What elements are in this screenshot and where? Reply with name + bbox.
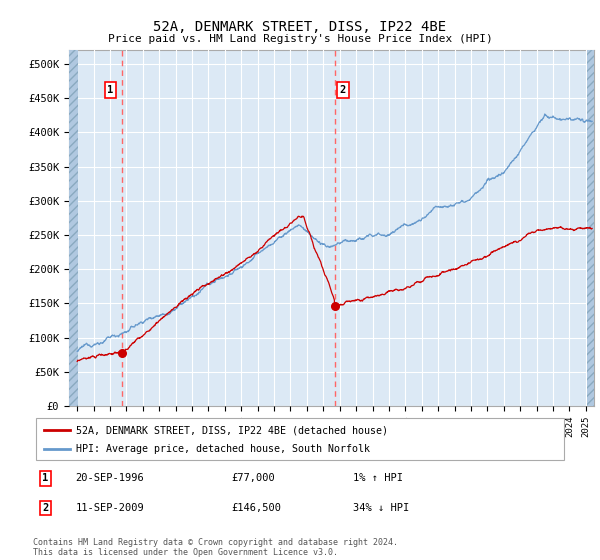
Text: 52A, DENMARK STREET, DISS, IP22 4BE: 52A, DENMARK STREET, DISS, IP22 4BE (154, 20, 446, 34)
Bar (69, 50, 78, 406)
Text: 20-SEP-1996: 20-SEP-1996 (76, 473, 145, 483)
Text: 2: 2 (340, 85, 346, 95)
Text: 2: 2 (43, 503, 49, 513)
Text: 1: 1 (107, 85, 113, 95)
Text: 34% ↓ HPI: 34% ↓ HPI (353, 503, 409, 513)
Text: £77,000: £77,000 (232, 473, 275, 483)
Text: This data is licensed under the Open Government Licence v3.0.: This data is licensed under the Open Gov… (33, 548, 338, 557)
Text: HPI: Average price, detached house, South Norfolk: HPI: Average price, detached house, Sout… (76, 444, 370, 454)
Text: 1% ↑ HPI: 1% ↑ HPI (353, 473, 403, 483)
Text: £146,500: £146,500 (232, 503, 281, 513)
Text: 52A, DENMARK STREET, DISS, IP22 4BE (detached house): 52A, DENMARK STREET, DISS, IP22 4BE (det… (76, 425, 388, 435)
Text: Price paid vs. HM Land Registry's House Price Index (HPI): Price paid vs. HM Land Registry's House … (107, 34, 493, 44)
Bar (587, 50, 594, 406)
Text: 11-SEP-2009: 11-SEP-2009 (76, 503, 145, 513)
FancyBboxPatch shape (36, 418, 564, 460)
Text: 1: 1 (43, 473, 49, 483)
Text: Contains HM Land Registry data © Crown copyright and database right 2024.: Contains HM Land Registry data © Crown c… (33, 538, 398, 547)
